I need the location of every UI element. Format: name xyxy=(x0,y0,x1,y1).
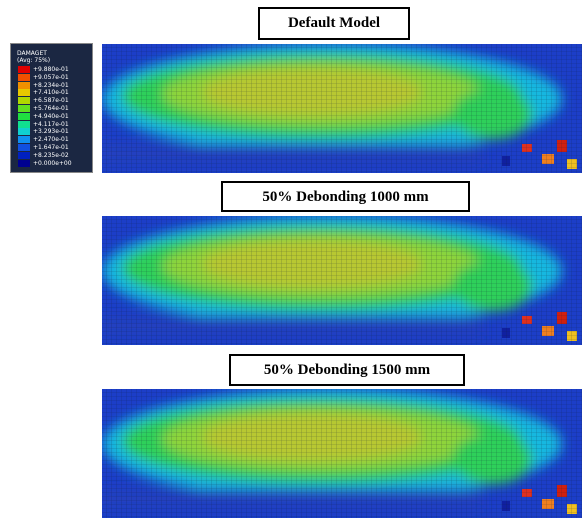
contour-plot xyxy=(102,216,582,345)
legend-swatch xyxy=(18,160,30,167)
legend-swatch xyxy=(18,128,30,135)
legend-swatch xyxy=(18,105,30,112)
legend-swatch xyxy=(18,121,30,128)
legend-swatch xyxy=(18,144,30,151)
contour-plot xyxy=(102,389,582,518)
panel-title: Default Model xyxy=(258,7,410,40)
legend-value: +2.470e-01 xyxy=(33,136,69,143)
panel-title: 50% Debonding 1500 mm xyxy=(229,354,465,386)
legend-swatch xyxy=(18,66,30,73)
legend-value: +7.410e-01 xyxy=(33,89,69,96)
legend-value: +5.764e-01 xyxy=(33,105,69,112)
panel-title: 50% Debonding 1000 mm xyxy=(221,181,470,212)
legend-value: +9.057e-01 xyxy=(33,74,69,81)
legend: DAMAGET (Avg: 75%) +9.880e-01+9.057e-01+… xyxy=(10,43,93,173)
legend-value: +9.880e-01 xyxy=(33,66,69,73)
legend-swatch xyxy=(18,74,30,81)
legend-swatch xyxy=(18,136,30,143)
legend-swatch xyxy=(18,82,30,89)
legend-value: +8.235e-02 xyxy=(33,152,69,159)
legend-title: DAMAGET xyxy=(17,50,47,57)
page: DAMAGET (Avg: 75%) +9.880e-01+9.057e-01+… xyxy=(0,0,588,518)
legend-value: +4.940e-01 xyxy=(33,113,69,120)
legend-value: +6.587e-01 xyxy=(33,97,69,104)
legend-swatch xyxy=(18,152,30,159)
legend-subtitle: (Avg: 75%) xyxy=(17,57,50,64)
legend-value: +4.117e-01 xyxy=(33,121,69,128)
legend-value: +1.647e-01 xyxy=(33,144,69,151)
legend-value: +0.000e+00 xyxy=(33,160,72,167)
legend-value: +8.234e-01 xyxy=(33,82,69,89)
legend-swatch xyxy=(18,113,30,120)
legend-swatch xyxy=(18,89,30,96)
legend-swatch xyxy=(18,97,30,104)
contour-plot xyxy=(102,44,582,173)
legend-value: +3.293e-01 xyxy=(33,128,69,135)
